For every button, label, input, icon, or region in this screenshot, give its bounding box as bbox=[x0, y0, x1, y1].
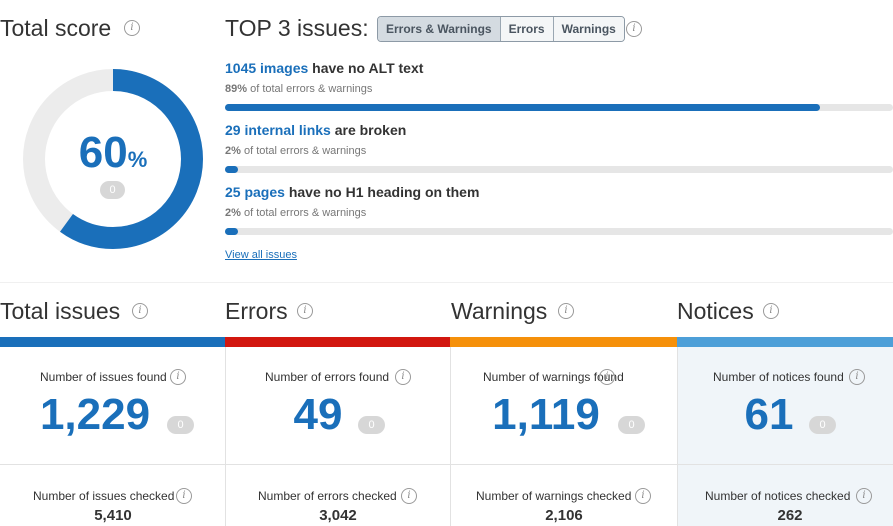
filter-warnings[interactable]: Warnings bbox=[553, 17, 624, 41]
info-icon[interactable]: i bbox=[297, 303, 313, 319]
warnings-found-label: Number of warnings found bbox=[483, 370, 624, 384]
issue-text: are broken bbox=[330, 122, 407, 138]
warnings-found-badge: 0 bbox=[618, 416, 645, 434]
issues-checked-label: Number of issues checked bbox=[33, 489, 175, 503]
issue-pct: 2% bbox=[225, 145, 241, 157]
info-icon[interactable]: i bbox=[599, 369, 615, 385]
top-issues-title: TOP 3 issues: bbox=[225, 15, 369, 41]
info-icon[interactable]: i bbox=[849, 369, 865, 385]
section-divider bbox=[0, 282, 893, 283]
info-icon[interactable]: i bbox=[132, 303, 148, 319]
column-divider bbox=[225, 347, 226, 526]
errors-checked-label: Number of errors checked bbox=[258, 489, 397, 503]
issue-bar bbox=[225, 104, 893, 111]
column-divider bbox=[450, 347, 451, 526]
issue-item: 25 pages have no H1 heading on them bbox=[225, 184, 479, 200]
issue-bar-fill bbox=[225, 166, 239, 173]
issue-pct: 89% bbox=[225, 83, 248, 95]
issue-share: 2% of total errors & warnings bbox=[225, 207, 366, 219]
errors-found-label: Number of errors found bbox=[265, 370, 390, 384]
filter-errors[interactable]: Errors bbox=[500, 17, 554, 41]
issue-share-text: of total errors & warnings bbox=[247, 83, 373, 95]
issue-bar bbox=[225, 228, 893, 235]
total-issues-color-bar bbox=[0, 337, 225, 347]
errors-found-badge: 0 bbox=[358, 416, 385, 434]
row-divider bbox=[0, 464, 893, 465]
issue-bar-fill bbox=[225, 104, 820, 111]
info-icon[interactable]: i bbox=[558, 303, 574, 319]
score-value: 60 bbox=[78, 128, 128, 177]
notices-checked-value: 262 bbox=[777, 507, 803, 524]
errors-checked-value: 3,042 bbox=[319, 507, 357, 524]
issues-found-value[interactable]: 1,229 bbox=[39, 390, 151, 439]
column-divider bbox=[677, 347, 678, 526]
errors-title: Errors bbox=[225, 298, 288, 324]
issue-share: 89% of total errors & warnings bbox=[225, 83, 372, 95]
score-value-wrap: 60% bbox=[22, 128, 204, 178]
score-unit: % bbox=[127, 147, 148, 172]
warnings-title: Warnings bbox=[451, 298, 548, 324]
issue-pct: 2% bbox=[225, 207, 241, 219]
donut-fill bbox=[23, 69, 203, 249]
errors-color-bar bbox=[225, 337, 450, 347]
issue-filter-group: Errors & Warnings Errors Warnings bbox=[377, 16, 625, 42]
total-issues-title: Total issues bbox=[0, 298, 121, 324]
info-icon[interactable]: i bbox=[401, 488, 417, 504]
issues-found-badge: 0 bbox=[167, 416, 194, 434]
issue-item: 29 internal links are broken bbox=[225, 122, 406, 138]
issues-found-label: Number of issues found bbox=[40, 370, 167, 384]
issue-item: 1045 images have no ALT text bbox=[225, 60, 423, 76]
info-icon[interactable]: i bbox=[176, 488, 192, 504]
issue-share-text: of total errors & warnings bbox=[240, 207, 367, 219]
issue-share: 2% of total errors & warnings bbox=[225, 145, 366, 157]
notices-title: Notices bbox=[677, 298, 754, 324]
notices-found-value[interactable]: 61 bbox=[744, 390, 794, 439]
issue-link[interactable]: 25 pages bbox=[225, 184, 285, 200]
score-donut bbox=[23, 69, 203, 249]
notices-checked-label: Number of notices checked bbox=[705, 489, 851, 503]
issue-bar bbox=[225, 166, 893, 173]
issue-link[interactable]: 29 internal links bbox=[225, 122, 331, 138]
info-icon[interactable]: i bbox=[856, 488, 872, 504]
warnings-color-bar bbox=[450, 337, 677, 347]
issue-text: have no H1 heading on them bbox=[284, 184, 480, 200]
issue-bar-fill bbox=[225, 228, 239, 235]
info-icon[interactable]: i bbox=[395, 369, 411, 385]
warnings-found-value[interactable]: 1,119 bbox=[492, 390, 600, 439]
notices-found-badge: 0 bbox=[809, 416, 836, 434]
warnings-checked-value: 2,106 bbox=[545, 507, 583, 524]
notices-found-label: Number of notices found bbox=[713, 370, 844, 384]
info-icon[interactable]: i bbox=[635, 488, 651, 504]
info-icon[interactable]: i bbox=[626, 21, 642, 37]
info-icon[interactable]: i bbox=[170, 369, 186, 385]
issue-share-text: of total errors & warnings bbox=[240, 145, 367, 157]
filter-errors-warnings[interactable]: Errors & Warnings bbox=[378, 17, 501, 41]
issue-link[interactable]: 1045 images bbox=[225, 60, 309, 76]
notices-color-bar bbox=[677, 337, 893, 347]
errors-found-value[interactable]: 49 bbox=[293, 390, 343, 439]
info-icon[interactable]: i bbox=[124, 20, 140, 36]
score-badge: 0 bbox=[100, 181, 125, 199]
view-all-issues-link[interactable]: View all issues bbox=[225, 249, 297, 261]
issues-checked-value: 5,410 bbox=[94, 507, 132, 524]
warnings-checked-label: Number of warnings checked bbox=[476, 489, 632, 503]
issue-text: have no ALT text bbox=[308, 60, 424, 76]
info-icon[interactable]: i bbox=[763, 303, 779, 319]
total-score-title: Total score bbox=[0, 15, 112, 41]
